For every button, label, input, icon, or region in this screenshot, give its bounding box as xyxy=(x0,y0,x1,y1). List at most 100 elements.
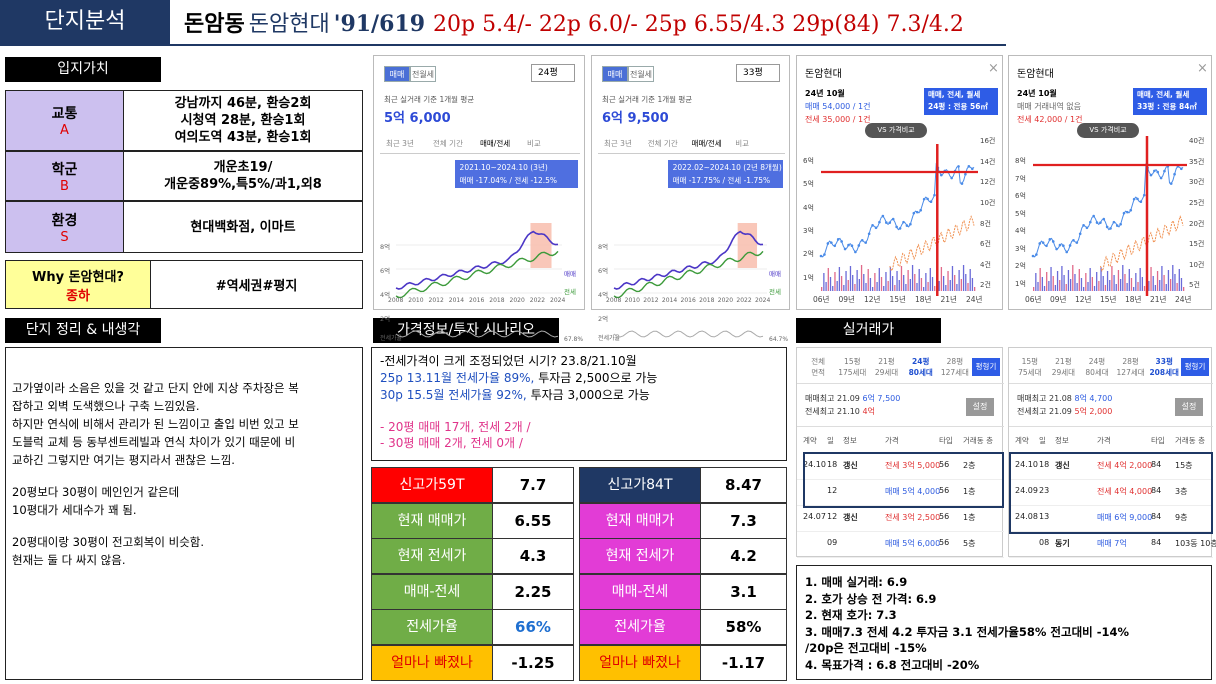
row-line xyxy=(797,479,1004,480)
volume-bar xyxy=(1159,280,1161,291)
volume-bar xyxy=(914,274,916,291)
x-label: 2020 xyxy=(509,297,525,304)
range-area xyxy=(737,223,758,268)
y-label: 3억 xyxy=(803,227,814,235)
volume-bar xyxy=(854,284,856,291)
x-label: 24년 xyxy=(966,295,983,304)
volume-bar xyxy=(1074,274,1076,291)
sale-dot xyxy=(1102,217,1106,221)
sale-dot xyxy=(912,211,916,215)
sale-dot xyxy=(854,250,857,254)
volume-bar xyxy=(1052,276,1054,291)
caption: 최근 실거래 기준 1개월 평균 xyxy=(602,95,693,104)
filter-btn: 평형기 xyxy=(972,358,1000,376)
size-tab: 28평 xyxy=(1122,357,1139,366)
volume-bar xyxy=(840,276,843,291)
volume-bar xyxy=(954,275,956,291)
price-value: 8.47 xyxy=(700,467,787,503)
x-label: 09년 xyxy=(838,295,855,304)
volume-bar xyxy=(938,281,940,291)
sale-dot xyxy=(1078,232,1082,236)
period-tab: 비교 xyxy=(735,139,750,148)
volume-bar xyxy=(1113,275,1115,291)
col-header: 가격 xyxy=(1097,436,1111,445)
sale-dot xyxy=(933,193,936,197)
scenario-text: 25p 13.11월 전세가율 89%, xyxy=(380,371,535,385)
x-label: 2008 xyxy=(388,297,404,304)
sale-dot xyxy=(819,254,823,258)
sale-dot xyxy=(1136,197,1139,201)
cell: 12 xyxy=(827,486,838,495)
period-tab: 매매/전세 xyxy=(480,139,511,148)
volume-bar xyxy=(1083,287,1085,291)
volume-bar xyxy=(1102,276,1104,291)
volume-bar xyxy=(1059,280,1061,291)
sale-dot xyxy=(878,220,881,224)
size-select: 33평 xyxy=(736,64,780,82)
x-label: 12년 xyxy=(1075,295,1092,304)
price-label: 현재 매매가 xyxy=(579,502,701,539)
volume-bar xyxy=(1061,266,1063,291)
price-value: 2.25 xyxy=(492,573,574,610)
cell: 매매 7억 xyxy=(1097,539,1127,548)
x-label: 06년 xyxy=(1025,295,1042,304)
price-label: 매매-전세 xyxy=(371,573,493,610)
volume-bar xyxy=(1119,279,1122,291)
sale-dot xyxy=(1035,253,1038,256)
trade-table: 15평 75세대 21평 29세대 24평 80세대 28평 127세대 33평 208세대 평형기… xyxy=(1008,347,1216,558)
volume-bar xyxy=(907,270,909,291)
price-label: 현재 전세가 xyxy=(371,538,493,574)
volume-bar xyxy=(1069,279,1072,291)
rent-info: 전세 35,000 / 1건 xyxy=(805,115,871,124)
y2-label: 5건 xyxy=(1189,281,1200,290)
y2-label: 4건 xyxy=(980,260,991,269)
volume-bar xyxy=(883,286,885,291)
price-label: 신고가59T xyxy=(371,467,493,503)
volume-bar xyxy=(1035,273,1037,291)
sale-dot xyxy=(1095,221,1099,224)
price-value: 7.3 xyxy=(700,502,787,539)
summary-line: 2. 현재 호가: 7.3 xyxy=(805,608,897,622)
why-tags: #역세권#평지 xyxy=(215,279,298,294)
volume-bar xyxy=(1067,270,1070,291)
sale-info: 매매 거래내역 없음 xyxy=(1017,102,1081,111)
close: × xyxy=(988,61,999,76)
y2-label: 30건 xyxy=(1189,178,1205,187)
divider xyxy=(797,383,1004,384)
col-header: 일 xyxy=(827,436,834,445)
row-line xyxy=(797,505,1004,506)
volume-bar xyxy=(852,275,854,291)
header-prices: 20p 5.4/- 22p 6.0/- 25p 6.55/4.3 29p(84)… xyxy=(433,12,964,37)
volume-bar xyxy=(918,269,920,291)
row-line xyxy=(1009,505,1213,506)
price-label: 얼마나 빠졌나 xyxy=(579,644,701,681)
max-text: 8억 4,700 xyxy=(1074,394,1113,403)
month: 24년 10월 xyxy=(805,89,845,98)
row-line xyxy=(1009,531,1213,532)
price-label: 신고가84T xyxy=(579,467,701,503)
size-tab: 29세대 xyxy=(874,368,899,377)
x-label: 12년 xyxy=(864,295,881,304)
sale-dot xyxy=(929,200,933,204)
sale-dot xyxy=(836,238,840,241)
period-tab: 매매/전세 xyxy=(691,139,722,148)
cell: 24.07 xyxy=(803,512,826,521)
text-line: 시청역 28분, 환승1회 xyxy=(180,113,306,128)
x-label: 24년 xyxy=(1175,295,1192,304)
text-line: 강남까지 46분, 환승2회 xyxy=(174,96,312,111)
volume-bar xyxy=(896,271,898,291)
max-text: 5억 2,000 xyxy=(1074,407,1113,416)
volume-bar xyxy=(945,285,947,291)
max-line: 전세최고 21.09 5억 2,000 xyxy=(1017,406,1112,417)
sale-dot xyxy=(898,227,902,230)
note-line: 고가옆이라 소음은 있을 것 같고 단지 안에 지상 주차장은 복 xyxy=(12,381,299,395)
x-label: 2024 xyxy=(550,297,566,304)
sale-dot xyxy=(1180,167,1183,171)
volume-bar xyxy=(1078,269,1080,291)
x-label: 2012 xyxy=(643,297,659,304)
y-label: 6억 xyxy=(598,267,609,275)
sale-dot xyxy=(1089,220,1092,224)
volume-bar xyxy=(1180,278,1183,291)
volume-bar xyxy=(1122,265,1124,291)
